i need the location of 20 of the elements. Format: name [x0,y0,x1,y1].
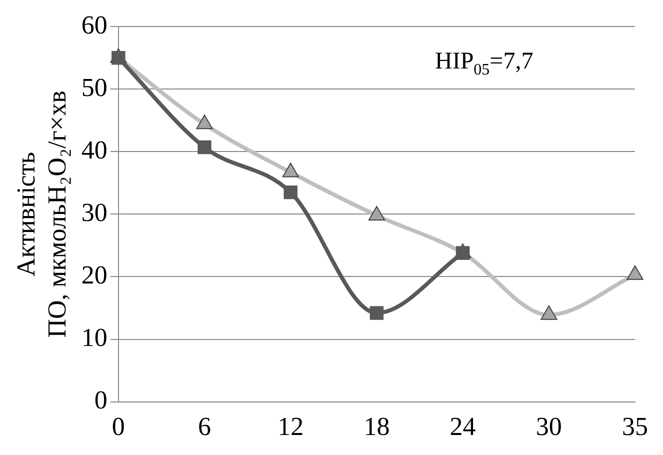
x-tick-label: 35 [622,412,648,442]
y-tick-label: 10 [81,323,108,352]
point [198,140,212,154]
x-tick-label: 12 [278,412,304,442]
point [368,206,385,220]
point [540,305,558,320]
x-tick-label: 30 [536,412,562,442]
x-tick-label: 6 [198,412,211,442]
point [284,185,298,200]
y-tick-label: 20 [81,260,108,290]
y-axis-title: Активність ПО, мкмольH₂O₂/г×хв [11,90,72,338]
x-tick-label: 24 [450,412,476,442]
point [282,162,299,178]
y-tick-label: 60 [81,10,108,40]
y-tick-label: 30 [81,198,108,228]
y-tick-label: 50 [81,72,108,102]
x-tick-label: 18 [364,412,390,442]
y-tick-label: 0 [94,386,108,415]
y-tick-label: 40 [81,135,108,164]
point [626,265,644,280]
